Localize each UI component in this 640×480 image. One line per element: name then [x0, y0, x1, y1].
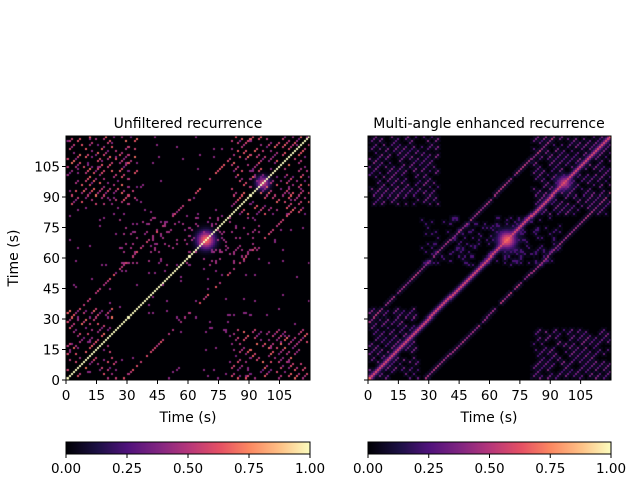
colorbar-unfiltered-bar — [65, 441, 311, 455]
y-tick-label: 105 — [34, 160, 60, 176]
x-tick-label: 105 — [267, 388, 293, 404]
heatmap-unfiltered — [66, 136, 310, 380]
x-ticks-unfiltered: 0 15 30 45 60 75 90 105 — [62, 380, 293, 404]
y-ticks-enhanced — [364, 166, 368, 381]
colorbar-tick-label: 0.00 — [353, 461, 383, 477]
colorbar-enhanced-bar — [367, 441, 612, 455]
x-tick-label: 45 — [451, 388, 468, 404]
x-tick-label: 0 — [62, 388, 71, 404]
colorbar-tick-label: 0.50 — [173, 461, 203, 477]
colorbar-tick-label: 0.50 — [474, 461, 504, 477]
colorbar-enhanced: 0.00 0.25 0.50 0.75 1.00 — [353, 441, 626, 477]
y-tick-label: 90 — [43, 190, 60, 206]
x-tick-label: 0 — [364, 388, 373, 404]
x-tick-label: 15 — [88, 388, 105, 404]
x-tick-label: 30 — [118, 388, 135, 404]
panel-enhanced: Multi-angle enhanced recurrence 0 15 30 45 6… — [364, 116, 612, 426]
colorbar-unfiltered-ticks: 0.00 0.25 0.50 0.75 1.00 — [51, 454, 325, 477]
x-tick-label: 15 — [390, 388, 407, 404]
x-tick-label: 90 — [240, 388, 257, 404]
colorbar-enhanced-ticks: 0.00 0.25 0.50 0.75 1.00 — [353, 454, 626, 477]
ylabel-unfiltered: Time (s) — [6, 230, 22, 288]
y-tick-label: 15 — [43, 343, 60, 359]
y-tick-label: 0 — [51, 373, 60, 389]
heatmap-enhanced-wrap — [368, 136, 611, 380]
title-enhanced: Multi-angle enhanced recurrence — [373, 116, 604, 132]
colorbar-tick-label: 1.00 — [295, 461, 325, 477]
x-ticks-enhanced: 0 15 30 45 60 75 90 105 — [364, 380, 594, 404]
colorbar-tick-label: 0.00 — [51, 461, 81, 477]
x-tick-label: 75 — [210, 388, 227, 404]
colorbar-tick-label: 0.25 — [112, 461, 142, 477]
x-tick-label: 90 — [542, 388, 559, 404]
colorbar-tick-label: 0.25 — [414, 461, 444, 477]
x-tick-label: 105 — [568, 388, 594, 404]
y-tick-label: 60 — [43, 251, 60, 267]
colorbar-tick-label: 1.00 — [596, 461, 626, 477]
y-tick-label: 30 — [43, 312, 60, 328]
title-unfiltered: Unfiltered recurrence — [114, 116, 263, 132]
heatmap-enhanced — [368, 136, 611, 380]
x-tick-label: 60 — [179, 388, 196, 404]
y-tick-label: 75 — [43, 221, 60, 237]
x-tick-label: 60 — [481, 388, 498, 404]
y-ticks-unfiltered: 0 15 30 45 60 75 90 105 — [34, 160, 66, 389]
x-tick-label: 30 — [420, 388, 437, 404]
heatmap-unfiltered-wrap — [66, 136, 310, 380]
colorbar-tick-label: 0.75 — [535, 461, 565, 477]
xlabel-enhanced: Time (s) — [460, 410, 518, 426]
colorbar-unfiltered: 0.00 0.25 0.50 0.75 1.00 — [51, 441, 325, 477]
panel-unfiltered: Unfiltered recurrence 0 15 30 45 60 75 90 105 0… — [6, 116, 311, 426]
x-tick-label: 45 — [149, 388, 166, 404]
y-tick-label: 45 — [43, 282, 60, 298]
xlabel-unfiltered: Time (s) — [159, 410, 217, 426]
x-tick-label: 75 — [511, 388, 528, 404]
colorbar-tick-label: 0.75 — [234, 461, 264, 477]
